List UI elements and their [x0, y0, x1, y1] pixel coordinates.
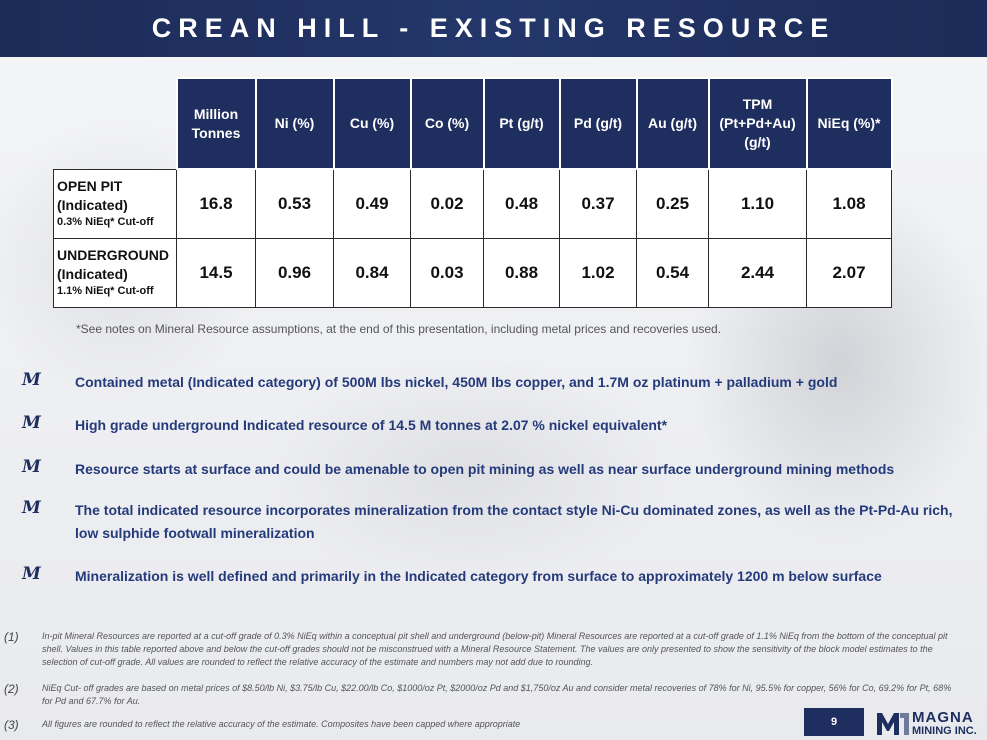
- title-bar: CREAN HILL - EXISTING RESOURCE: [0, 0, 987, 57]
- bullet-text: Contained metal (Indicated category) of …: [75, 374, 838, 390]
- table-row: UNDERGROUND (Indicated) 1.1% NiEq* Cut-o…: [53, 237, 892, 308]
- footnote-text: All figures are rounded to reflect the r…: [42, 719, 521, 729]
- footnote-number: (2): [4, 682, 19, 696]
- table-cell: 2.07: [806, 237, 892, 308]
- bullet-marker-icon: M: [22, 413, 41, 433]
- table-cell: 0.48: [483, 168, 560, 239]
- page-number: 9: [804, 708, 864, 736]
- table-corner: [54, 78, 177, 169]
- resource-note: *See notes on Mineral Resource assumptio…: [76, 322, 722, 336]
- row-label-open-pit: OPEN PIT (Indicated) 0.3% NiEq* Cut-off: [53, 168, 177, 239]
- table-cell: 0.96: [255, 237, 334, 308]
- table-cell: 0.25: [636, 168, 709, 239]
- footnote-text: NiEq Cut- off grades are based on metal …: [42, 683, 952, 706]
- footnote-text: In-pit Mineral Resources are reported at…: [42, 631, 948, 667]
- bullet-text: Mineralization is well defined and prima…: [75, 568, 882, 584]
- footnote-number: (1): [4, 630, 19, 644]
- row-label: UNDERGROUND: [57, 247, 169, 263]
- bullet-marker-icon: M: [22, 370, 41, 390]
- row-label: OPEN PIT: [57, 178, 123, 194]
- table-cell: 16.8: [176, 168, 256, 239]
- table-header-row: Million Tonnes Ni (%) Cu (%) Co (%) Pt (…: [54, 77, 893, 170]
- table-cell: 1.10: [708, 168, 807, 239]
- row-category: (Indicated): [57, 197, 128, 213]
- footnote-number: (3): [4, 718, 19, 732]
- bullet-text: High grade underground Indicated resourc…: [75, 417, 668, 433]
- magna-logo-icon: [877, 713, 909, 735]
- table-cell: 0.37: [559, 168, 637, 239]
- bullet-marker-icon: M: [22, 564, 41, 584]
- table-cell: 0.54: [636, 237, 709, 308]
- header-million-tonnes: Million Tonnes: [175, 77, 257, 170]
- header-tpm: TPM (Pt+Pd+Au) (g/t): [707, 77, 808, 170]
- table-cell: 0.02: [410, 168, 484, 239]
- page-title: CREAN HILL - EXISTING RESOURCE: [151, 13, 836, 43]
- table-cell: 0.53: [255, 168, 334, 239]
- table-cell: 14.5: [176, 237, 256, 308]
- table-row: OPEN PIT (Indicated) 0.3% NiEq* Cut-off …: [53, 168, 892, 239]
- header-pd: Pd (g/t): [558, 77, 638, 170]
- company-logo: MAGNA MINING INC.: [874, 708, 984, 738]
- table-cell: 1.08: [806, 168, 892, 239]
- bullet-text: Resource starts at surface and could be …: [75, 461, 895, 477]
- bullet-text: The total indicated resource incorporate…: [75, 502, 953, 541]
- table-cell: 0.84: [333, 237, 411, 308]
- table-cell: 0.03: [410, 237, 484, 308]
- table-cell: 1.02: [559, 237, 637, 308]
- row-cutoff: 1.1% NiEq* Cut-off: [57, 285, 154, 297]
- bullet-marker-icon: M: [22, 498, 41, 518]
- header-nieq: NiEq (%)*: [805, 77, 893, 170]
- header-pt: Pt (g/t): [482, 77, 561, 170]
- logo-line2: MINING INC.: [912, 725, 977, 737]
- bullet-marker-icon: M: [22, 457, 41, 477]
- row-category: (Indicated): [57, 266, 128, 282]
- header-au: Au (g/t): [635, 77, 710, 170]
- table-cell: 0.49: [333, 168, 411, 239]
- header-co: Co (%): [409, 77, 485, 170]
- resource-table: Million Tonnes Ni (%) Cu (%) Co (%) Pt (…: [53, 77, 893, 308]
- header-cu: Cu (%): [332, 77, 412, 170]
- row-cutoff: 0.3% NiEq* Cut-off: [57, 216, 154, 228]
- row-label-underground: UNDERGROUND (Indicated) 1.1% NiEq* Cut-o…: [53, 237, 177, 308]
- logo-line1: MAGNA: [912, 709, 974, 726]
- header-ni: Ni (%): [254, 77, 335, 170]
- table-cell: 0.88: [483, 237, 560, 308]
- table-cell: 2.44: [708, 237, 807, 308]
